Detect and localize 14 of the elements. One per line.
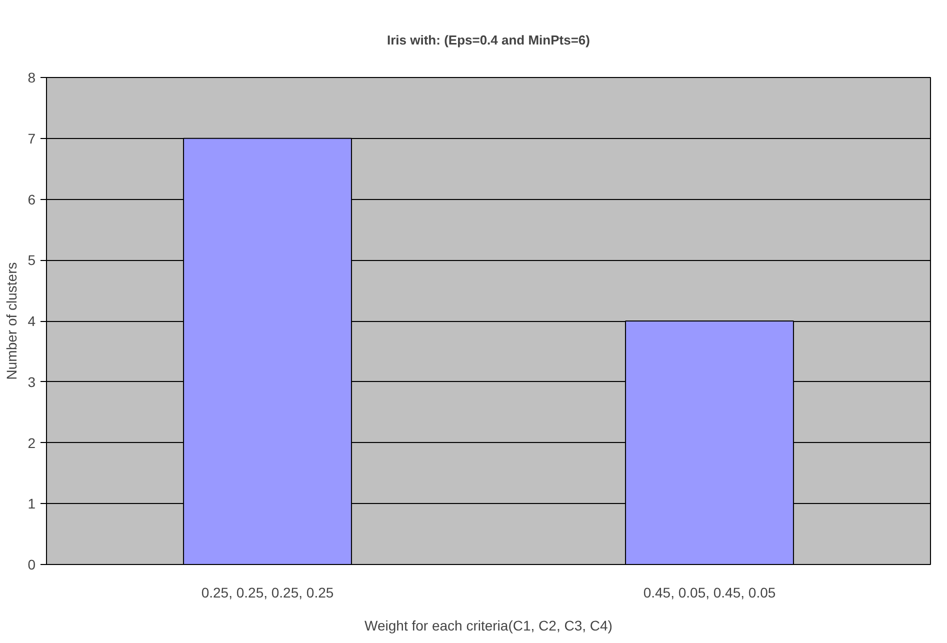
y-tick-label: 8 — [28, 70, 36, 86]
y-tick-label: 0 — [28, 556, 36, 572]
y-tick-label: 3 — [28, 374, 36, 390]
y-tick-label: 4 — [28, 313, 36, 329]
y-tick-label: 2 — [28, 434, 36, 451]
x-tick-label: 0.45, 0.05, 0.45, 0.05 — [643, 584, 776, 600]
y-axis-title: Number of clusters — [4, 262, 20, 380]
y-tick-label: 1 — [28, 496, 36, 512]
y-tick-label: 6 — [28, 191, 36, 208]
x-tick-label: 0.25, 0.25, 0.25, 0.25 — [201, 584, 334, 600]
y-tick-label: 5 — [28, 252, 36, 268]
y-tick-label: 7 — [28, 130, 36, 146]
chart-title: Iris with: (Eps=0.4 and MinPts=6) — [387, 32, 590, 48]
x-axis-title: Weight for each criteria(C1, C2, C3, C4) — [364, 618, 612, 634]
